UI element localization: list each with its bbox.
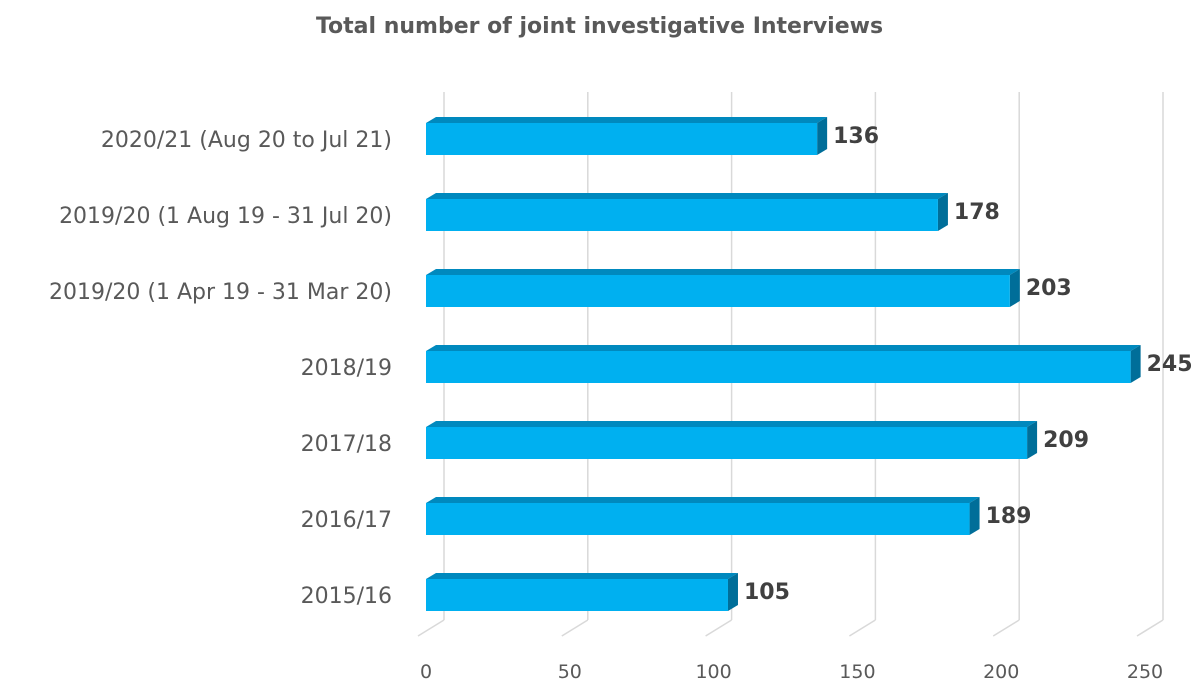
category-label: 2019/20 (1 Aug 19 - 31 Jul 20) bbox=[59, 204, 392, 229]
bar bbox=[426, 351, 1131, 383]
x-tick-label: 50 bbox=[558, 661, 582, 679]
category-label: 2015/16 bbox=[301, 584, 392, 609]
bar-side-face bbox=[1130, 345, 1141, 383]
bar bbox=[426, 427, 1028, 459]
x-tick-label: 250 bbox=[1127, 661, 1163, 679]
bar bbox=[426, 123, 818, 155]
chart-title: Total number of joint investigative Inte… bbox=[315, 14, 884, 39]
category-label: 2020/21 (Aug 20 to Jul 21) bbox=[101, 128, 392, 153]
gridline-floor bbox=[1136, 619, 1164, 637]
bar-side-face bbox=[937, 193, 948, 231]
data-label: 105 bbox=[744, 580, 790, 605]
data-label: 189 bbox=[986, 504, 1032, 529]
category-label: 2018/19 bbox=[301, 356, 392, 381]
bar-top-face bbox=[426, 421, 1038, 427]
category-label: 2016/17 bbox=[301, 508, 392, 533]
x-tick-label: 0 bbox=[420, 661, 432, 679]
data-label: 245 bbox=[1147, 352, 1193, 377]
data-label: 178 bbox=[954, 200, 1000, 225]
gridline-floor bbox=[849, 619, 876, 637]
bar bbox=[426, 503, 970, 535]
bar-side-face bbox=[969, 497, 980, 535]
bar bbox=[426, 275, 1010, 307]
x-tick-label: 100 bbox=[695, 661, 731, 679]
bar-top-face bbox=[426, 117, 828, 123]
gridline-floor bbox=[992, 619, 1020, 637]
gridline-floor bbox=[561, 619, 589, 637]
bar-top-face bbox=[426, 345, 1141, 351]
category-label: 2017/18 bbox=[301, 432, 392, 457]
gridline-floor bbox=[705, 619, 732, 637]
bar-side-face bbox=[817, 117, 828, 155]
bar bbox=[426, 579, 728, 611]
data-label: 209 bbox=[1043, 428, 1089, 453]
bar-top-face bbox=[426, 573, 738, 579]
data-label: 136 bbox=[833, 124, 879, 149]
gridline-floor bbox=[417, 619, 445, 637]
bar-side-face bbox=[1027, 421, 1038, 459]
bar-top-face bbox=[426, 497, 980, 503]
bar-top-face bbox=[426, 269, 1020, 275]
data-label: 203 bbox=[1026, 276, 1072, 301]
bar-side-face bbox=[727, 573, 738, 611]
x-tick-label: 200 bbox=[983, 661, 1019, 679]
x-tick-label: 150 bbox=[839, 661, 875, 679]
bar-side-face bbox=[1009, 269, 1020, 307]
category-label: 2019/20 (1 Apr 19 - 31 Mar 20) bbox=[49, 280, 392, 305]
bar-top-face bbox=[426, 193, 948, 199]
bar bbox=[426, 199, 938, 231]
